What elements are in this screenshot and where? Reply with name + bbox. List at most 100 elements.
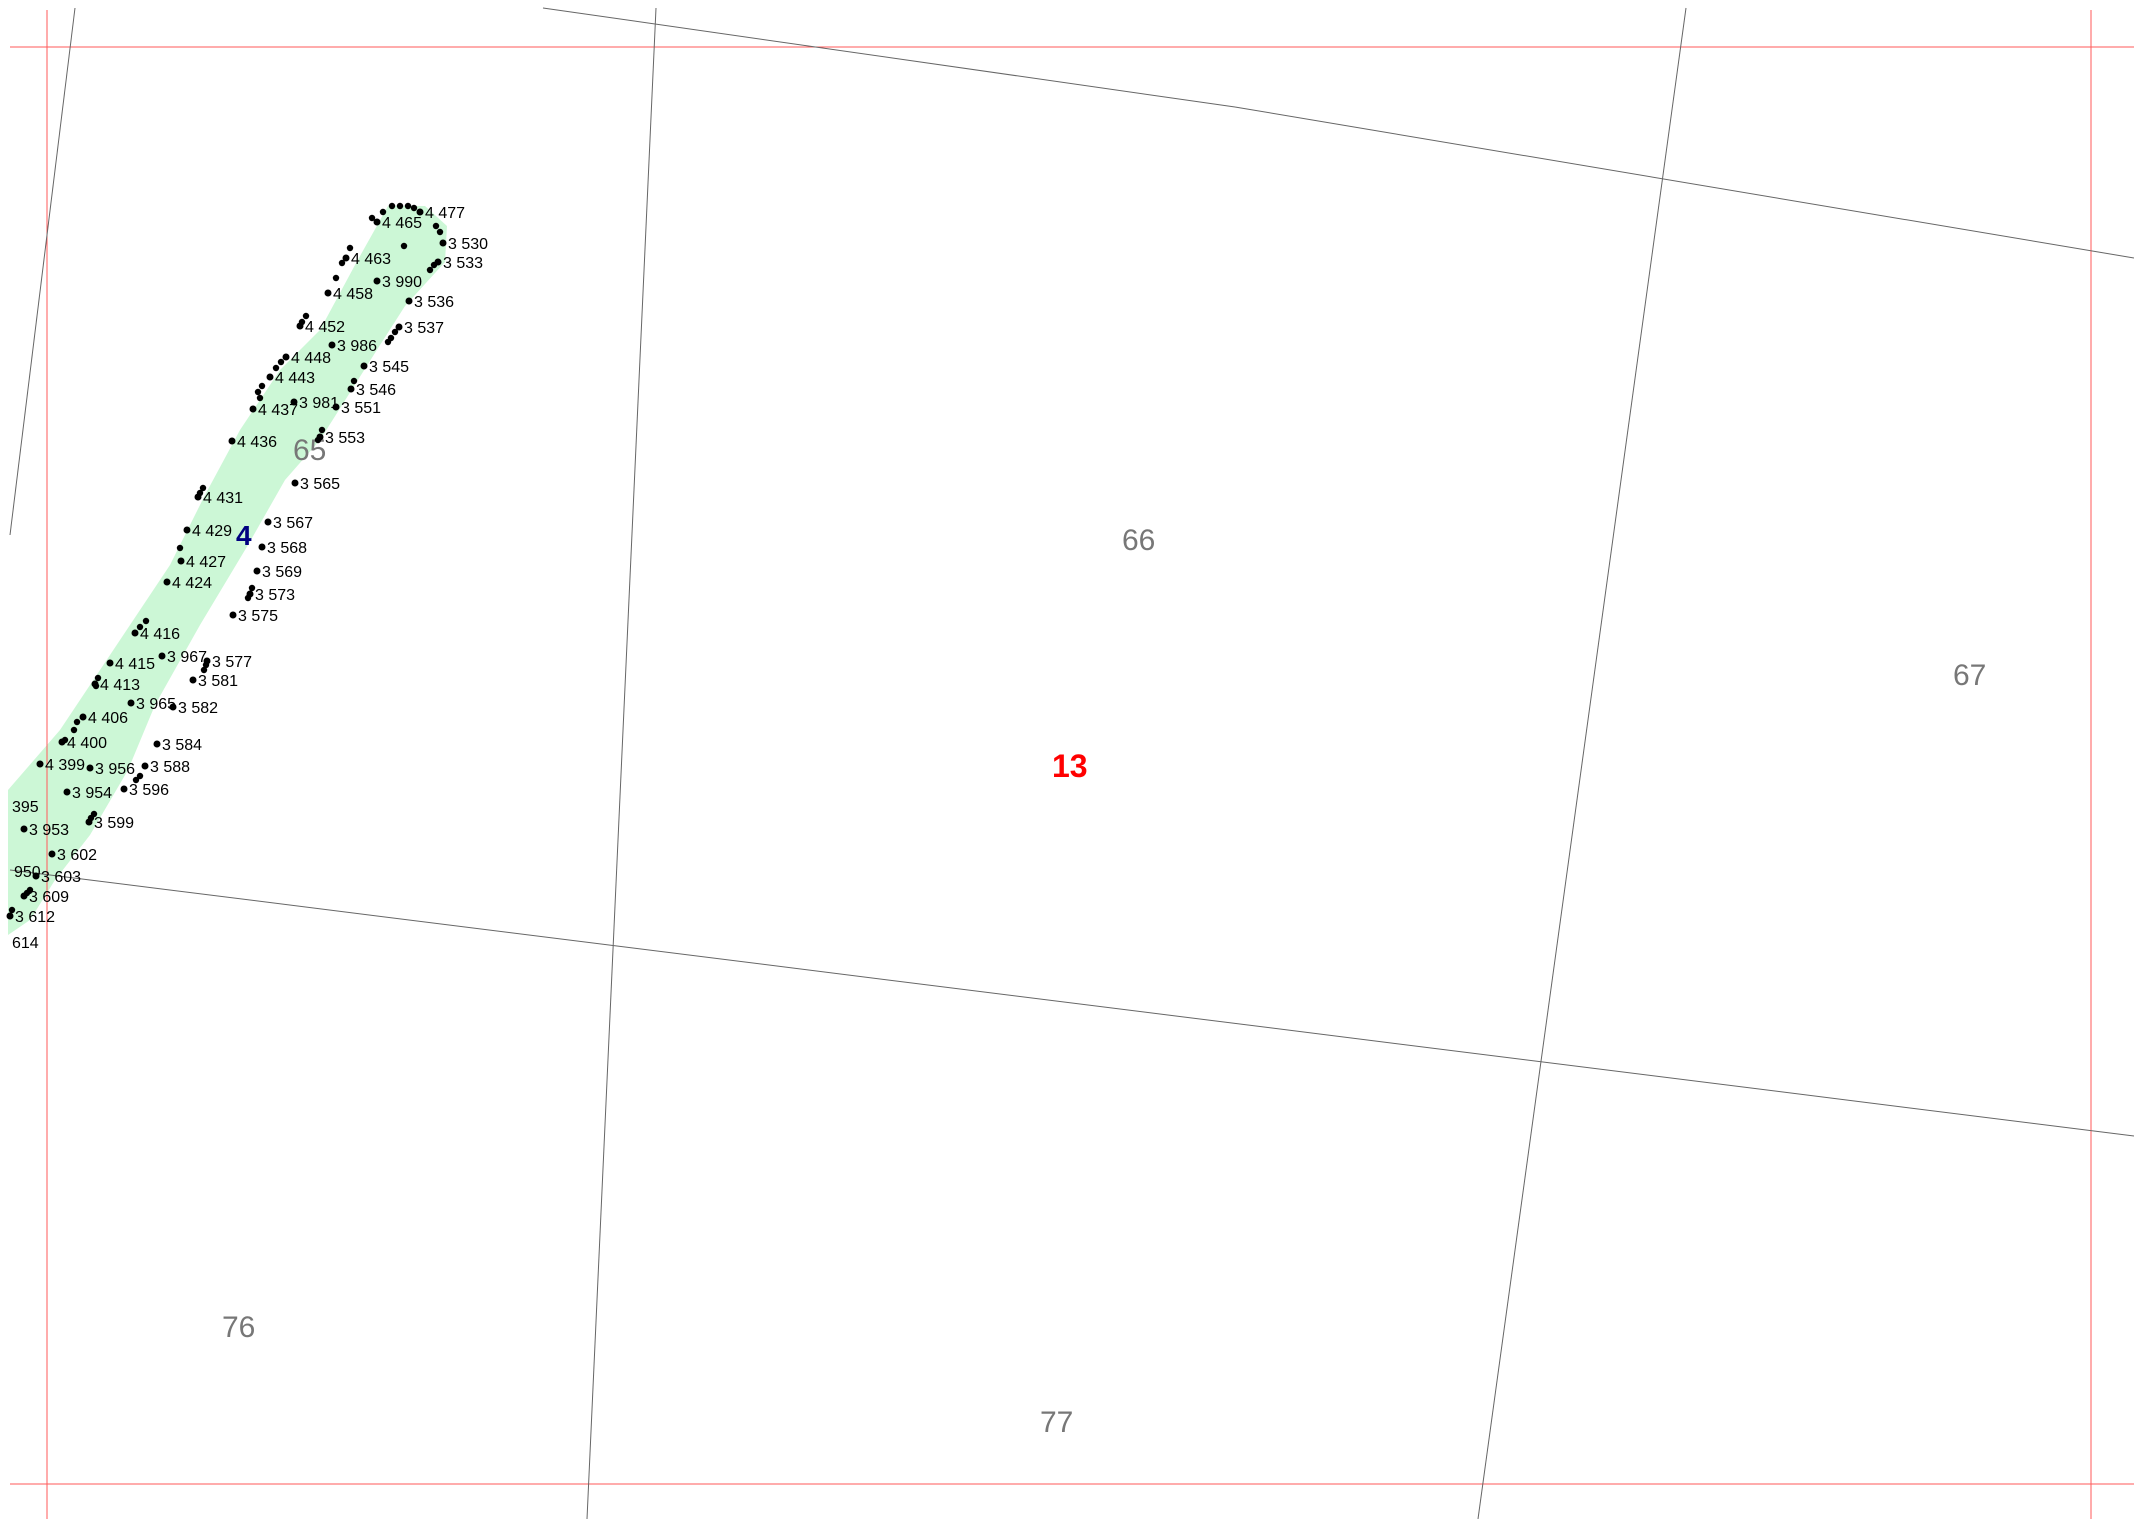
survey-point-marker xyxy=(264,518,272,526)
survey-point[interactable]: 3 551 xyxy=(332,400,382,417)
survey-point[interactable]: 3 568 xyxy=(258,540,308,557)
survey-point[interactable]: 3 536 xyxy=(405,294,455,311)
survey-point[interactable]: 4 400 xyxy=(58,735,108,752)
boundary-vertex xyxy=(391,328,399,336)
survey-point[interactable]: 3 567 xyxy=(264,515,314,532)
survey-point-label: 4 406 xyxy=(88,710,128,727)
survey-point[interactable]: 4 416 xyxy=(131,626,181,643)
survey-point[interactable]: 3 603 xyxy=(32,869,82,886)
survey-point[interactable]: 3 596 xyxy=(120,782,170,799)
boundary-vertex xyxy=(346,244,354,252)
survey-point-label: 3 986 xyxy=(337,338,377,355)
survey-point-label: 3 553 xyxy=(325,430,365,447)
survey-point-marker xyxy=(183,526,191,534)
survey-point[interactable]: 4 465 xyxy=(373,215,423,232)
survey-point[interactable]: 4 463 xyxy=(342,251,392,268)
survey-point[interactable]: 3 545 xyxy=(360,359,410,376)
boundary-vertex xyxy=(298,318,306,326)
parcel-area[interactable] xyxy=(8,206,447,935)
survey-point-label: 3 602 xyxy=(57,847,97,864)
boundary-vertex xyxy=(70,726,78,734)
survey-point[interactable]: 3 537 xyxy=(395,320,445,337)
sheet-number: 13 xyxy=(1052,748,1088,784)
survey-point-label: 3 603 xyxy=(41,869,81,886)
survey-point[interactable]: 3 546 xyxy=(347,382,397,399)
survey-point-marker xyxy=(291,479,299,487)
survey-point[interactable]: 4 458 xyxy=(324,286,374,303)
survey-point-label: 4 463 xyxy=(351,251,391,268)
boundary-vertex xyxy=(258,382,266,390)
survey-point-label: 3 577 xyxy=(212,654,252,671)
survey-point[interactable]: 3 530 xyxy=(439,236,489,253)
parcel-number[interactable]: 4 xyxy=(236,520,252,551)
survey-point-marker xyxy=(127,699,135,707)
survey-point-label: 3 596 xyxy=(129,782,169,799)
survey-point[interactable]: 4 437 xyxy=(249,402,299,419)
survey-point-label: 3 612 xyxy=(15,909,55,926)
survey-point[interactable]: 3 577 xyxy=(203,654,253,671)
survey-point-marker xyxy=(229,611,237,619)
survey-point[interactable]: 4 415 xyxy=(106,656,156,673)
survey-point-marker xyxy=(332,403,340,411)
survey-point[interactable]: 3 533 xyxy=(434,255,484,272)
survey-point[interactable]: 3 965 xyxy=(127,696,177,713)
survey-point-label: 3 567 xyxy=(273,515,313,532)
survey-point[interactable]: 3 569 xyxy=(253,564,303,581)
boundary-vertex xyxy=(200,666,208,674)
survey-point-label: 4 415 xyxy=(115,656,155,673)
survey-point-marker xyxy=(342,254,350,262)
survey-point-marker xyxy=(153,740,161,748)
survey-point-marker xyxy=(373,277,381,285)
survey-point[interactable]: 3 981 xyxy=(290,395,340,412)
boundary-vertex xyxy=(8,906,16,914)
survey-point[interactable]: 4 448 xyxy=(282,350,332,367)
survey-point[interactable]: 3 573 xyxy=(246,587,296,604)
survey-point[interactable]: 4 424 xyxy=(163,575,213,592)
survey-point-label: 3 582 xyxy=(178,700,218,717)
survey-point[interactable]: 4 431 xyxy=(194,490,244,507)
survey-point[interactable]: 3 565 xyxy=(291,476,341,493)
survey-point[interactable]: 3 990 xyxy=(373,274,423,291)
boundary-vertex xyxy=(332,274,340,282)
survey-point[interactable]: 3 582 xyxy=(169,700,219,717)
survey-point[interactable]: 3 954 xyxy=(63,785,113,802)
survey-point-label: 3 956 xyxy=(95,761,135,778)
survey-point-label: 4 448 xyxy=(291,350,331,367)
survey-point[interactable]: 4 436 xyxy=(228,434,278,451)
survey-point[interactable]: 4 443 xyxy=(266,370,316,387)
survey-point[interactable]: 4 429 xyxy=(183,523,233,540)
survey-point[interactable]: 4 406 xyxy=(79,710,129,727)
survey-point[interactable]: 3 581 xyxy=(189,673,239,690)
survey-point-marker xyxy=(258,543,266,551)
survey-point-marker xyxy=(106,659,114,667)
boundary-vertex xyxy=(396,202,404,210)
survey-point[interactable]: 3 575 xyxy=(229,608,279,625)
survey-point-label: 3 588 xyxy=(150,759,190,776)
survey-point-label: 4 429 xyxy=(192,523,232,540)
survey-point-marker xyxy=(177,557,185,565)
survey-point-label: 4 443 xyxy=(275,370,315,387)
survey-point[interactable]: 3 986 xyxy=(328,338,378,355)
survey-point[interactable]: 3 953 xyxy=(20,822,70,839)
boundary-vertex xyxy=(196,489,204,497)
boundary-vertex xyxy=(61,736,69,744)
survey-point-marker xyxy=(63,788,71,796)
boundary-vertex xyxy=(410,204,418,212)
survey-point[interactable]: 4 427 xyxy=(177,554,227,571)
survey-point[interactable]: 3 602 xyxy=(48,847,98,864)
survey-point[interactable]: 4 477 xyxy=(416,205,466,222)
boundary-vertex xyxy=(92,682,100,690)
survey-point[interactable]: 3 612 xyxy=(6,909,56,926)
survey-point-label: 4 413 xyxy=(100,677,140,694)
survey-point[interactable]: 3 588 xyxy=(141,759,191,776)
survey-point[interactable]: 4 399 xyxy=(36,757,86,774)
survey-point[interactable]: 3 956 xyxy=(86,761,136,778)
survey-point-label: 4 427 xyxy=(186,554,226,571)
survey-point[interactable]: 3 584 xyxy=(153,737,203,754)
survey-point[interactable]: 3 967 xyxy=(158,649,208,666)
boundary-vertex xyxy=(338,259,346,267)
survey-point-marker xyxy=(324,289,332,297)
survey-point-marker xyxy=(360,362,368,370)
survey-point-label: 4 477 xyxy=(425,205,465,222)
